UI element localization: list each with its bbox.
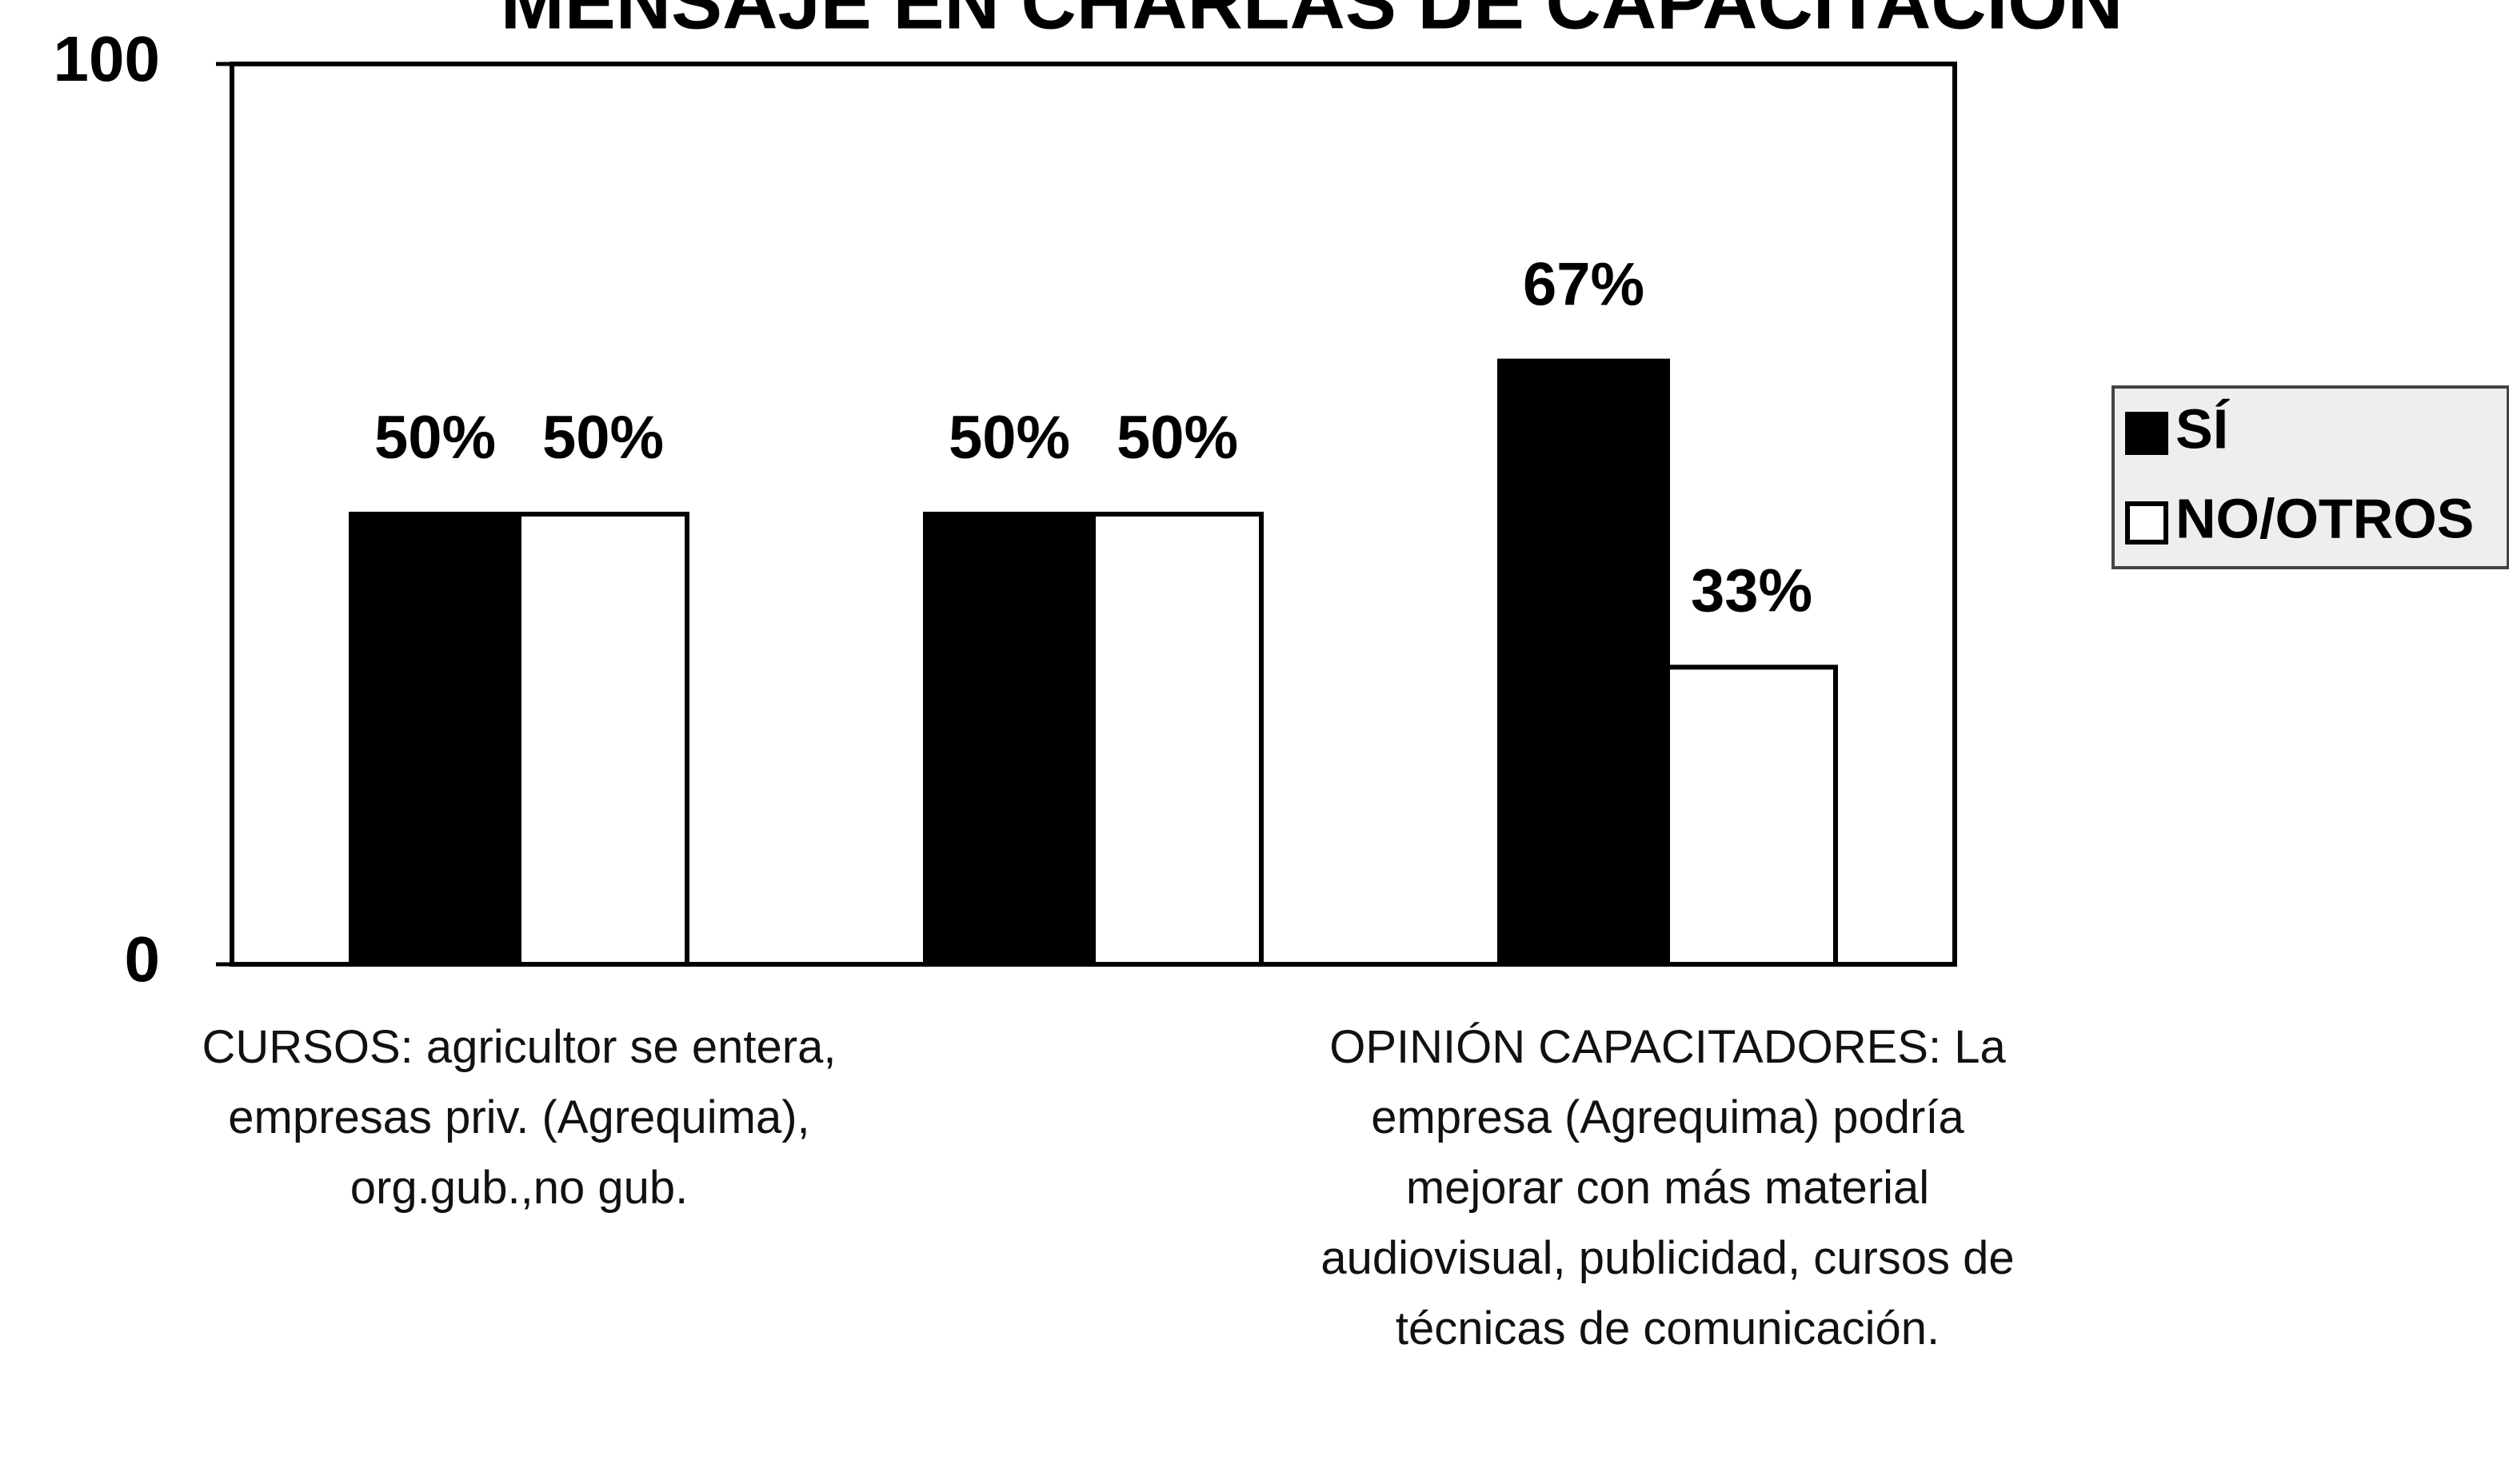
value-label: 33% bbox=[1691, 556, 1812, 624]
x-tick-label: CURSOS: agricultor se entera, empresas p… bbox=[202, 1021, 837, 1214]
y-tick-label: 0 bbox=[125, 924, 161, 995]
value-label: 50% bbox=[542, 404, 664, 472]
legend-label: SÍ bbox=[2175, 397, 2230, 460]
bar bbox=[1665, 664, 1838, 967]
chart-title: MENSAJE EN CHARLAS DE CAPACITACIÓN bbox=[501, 0, 2123, 45]
x-tick-label: OPINIÓN CAPACITADORES: La empresa (Agreq… bbox=[1320, 1021, 2015, 1354]
bar bbox=[349, 512, 521, 967]
value-label: 50% bbox=[949, 404, 1070, 472]
legend-swatch bbox=[2125, 501, 2168, 545]
bar bbox=[1497, 358, 1670, 967]
y-tick-label: 100 bbox=[54, 23, 160, 94]
bar bbox=[517, 512, 689, 967]
value-label: 67% bbox=[1523, 251, 1644, 319]
legend-box bbox=[2111, 385, 2509, 569]
bar bbox=[923, 512, 1096, 967]
legend-swatch bbox=[2125, 412, 2168, 455]
legend-label: NO/OTROS bbox=[2175, 487, 2474, 549]
value-label: 50% bbox=[1117, 404, 1238, 472]
value-label: 50% bbox=[374, 404, 496, 472]
bar bbox=[1091, 512, 1264, 967]
